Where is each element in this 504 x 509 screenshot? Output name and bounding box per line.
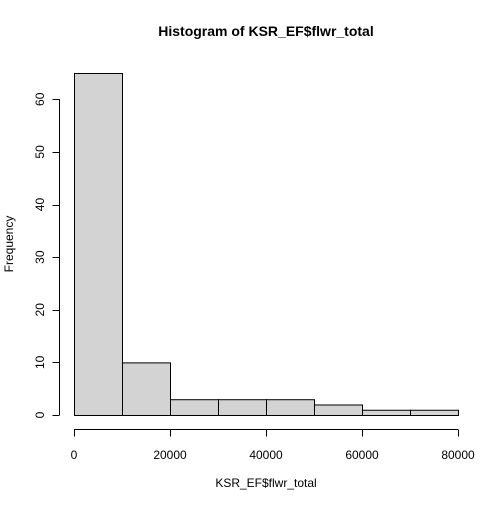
y-tick-label: 20 — [33, 303, 47, 317]
histogram-bar — [410, 409, 459, 417]
x-tick-label: 80000 — [441, 448, 475, 462]
x-tick-label: 60000 — [345, 448, 379, 462]
y-tick-label: 30 — [33, 250, 47, 264]
histogram-bar — [218, 399, 267, 417]
x-axis: 0 20000 40000 60000 80000 — [71, 429, 475, 462]
y-tick-label: 10 — [33, 355, 47, 369]
y-axis: 0 10 20 30 40 50 60 — [33, 92, 60, 418]
histogram-bar — [362, 409, 411, 417]
x-tick-label: 0 — [71, 448, 78, 462]
x-tick-label: 40000 — [249, 448, 283, 462]
bars-layer — [74, 73, 459, 417]
y-axis-label: Frequency — [2, 216, 16, 273]
y-tick-label: 60 — [33, 92, 47, 106]
histogram-bar — [170, 399, 219, 417]
histogram-bar — [314, 404, 363, 417]
histogram-bar — [122, 362, 171, 416]
y-tick-label: 0 — [33, 411, 47, 418]
y-tick-label: 50 — [33, 145, 47, 159]
x-tick-label: 20000 — [153, 448, 187, 462]
histogram-bar — [74, 73, 123, 416]
chart-title: Histogram of KSR_EF$flwr_total — [158, 23, 373, 39]
histogram-bar — [266, 399, 315, 417]
y-tick-label: 40 — [33, 198, 47, 212]
x-axis-label: KSR_EF$flwr_total — [215, 476, 316, 490]
